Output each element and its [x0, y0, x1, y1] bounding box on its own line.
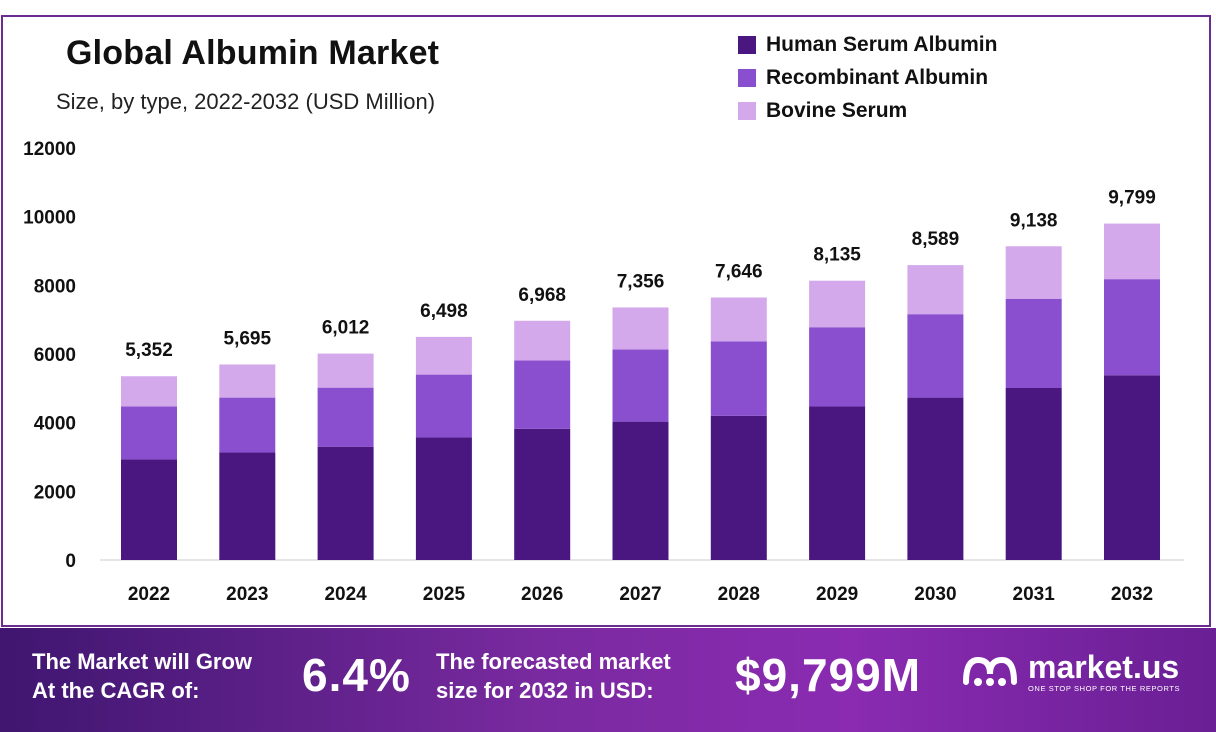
legend-label-human-serum: Human Serum Albumin [766, 32, 998, 56]
y-tick-label: 10000 [23, 208, 76, 229]
y-tick-label: 4000 [34, 414, 76, 435]
x-tick-label: 2027 [619, 584, 661, 605]
legend-swatch-human-serum [738, 35, 756, 54]
x-tick-label: 2022 [128, 584, 170, 605]
bar-segment-bovine-serum [710, 297, 767, 342]
bar-total-label: 7,646 [715, 261, 763, 282]
chart-subtitle: Size, by type, 2022-2032 (USD Million) [56, 89, 436, 114]
bar-segment-human-serum [219, 452, 276, 560]
x-tick-label: 2026 [521, 584, 563, 605]
chart-title: Global Albumin Market [66, 34, 440, 72]
footer-banner: The Market will Grow At the CAGR of: 6.4… [0, 628, 1216, 732]
bar-segment-bovine-serum [612, 307, 669, 350]
x-tick-label: 2023 [226, 584, 268, 605]
y-tick-label: 2000 [34, 482, 76, 503]
bar-total-label: 6,968 [518, 285, 566, 306]
bar-segment-human-serum [1104, 375, 1160, 560]
bar-total-label: 6,498 [420, 301, 468, 322]
x-tick-label: 2032 [1111, 584, 1153, 605]
cagr-label: The Market will Grow At the CAGR of: [32, 647, 252, 705]
y-tick-label: 12000 [23, 139, 76, 160]
bar-segment-bovine-serum [1005, 246, 1062, 299]
bar-segment-human-serum [514, 428, 571, 560]
bar-segment-recombinant [317, 387, 374, 447]
bar-segment-human-serum [121, 459, 177, 560]
x-tick-label: 2031 [1013, 584, 1056, 605]
bar-segment-recombinant [907, 314, 964, 398]
bar-segment-human-serum [317, 446, 374, 560]
bar-segment-bovine-serum [907, 265, 964, 315]
chart-legend: Human Serum Albumin Recombinant Albumin … [738, 28, 997, 127]
legend-item-recombinant: Recombinant Albumin [738, 61, 997, 94]
cagr-label-line2: At the CAGR of: [32, 678, 200, 703]
y-tick-label: 6000 [34, 345, 76, 366]
legend-swatch-recombinant [738, 68, 756, 87]
forecast-label-line2: size for 2032 in USD: [436, 678, 654, 703]
brand-logo: market.us ONE STOP SHOP FOR THE REPORTS [962, 650, 1180, 693]
bar-segment-recombinant [121, 406, 177, 460]
stacked-bar-chart: 0 2000 4000 6000 8000 10000 12000 5,352 2022 5,69… [23, 139, 1184, 605]
brand-tagline: ONE STOP SHOP FOR THE REPORTS [1028, 684, 1181, 693]
bar-total-label: 8,589 [912, 229, 960, 250]
bar-segment-bovine-serum [514, 320, 571, 361]
bar-total-label: 7,356 [617, 271, 665, 292]
brand-name: market.us [1028, 649, 1180, 685]
bar-total-label: 6,012 [322, 318, 370, 339]
legend-item-bovine-serum: Bovine Serum [738, 94, 997, 127]
bar-segment-human-serum [612, 421, 669, 560]
x-tick-label: 2025 [423, 584, 466, 605]
x-tick-label: 2024 [324, 584, 367, 605]
legend-label-bovine-serum: Bovine Serum [766, 98, 908, 122]
bar-segment-bovine-serum [317, 353, 374, 388]
forecast-label-line1: The forecasted market [436, 649, 671, 674]
bar-segment-human-serum [710, 415, 767, 560]
bar-segment-bovine-serum [121, 376, 177, 407]
bar-total-label: 5,352 [125, 340, 173, 361]
bar-total-label: 8,135 [813, 245, 861, 266]
bar-segment-human-serum [1005, 387, 1062, 560]
bar-segment-human-serum [907, 397, 964, 560]
bar-segment-human-serum [415, 437, 472, 560]
bar-segment-recombinant [809, 327, 866, 407]
forecast-value: $9,799M [735, 649, 922, 701]
bar-segment-bovine-serum [415, 336, 472, 375]
cagr-value: 6.4% [302, 649, 411, 701]
bar-total-label: 9,138 [1010, 210, 1058, 231]
y-tick-label: 0 [65, 551, 76, 572]
bar-segment-recombinant [514, 360, 571, 429]
bar-total-label: 9,799 [1108, 188, 1156, 209]
x-tick-label: 2028 [718, 584, 760, 605]
legend-swatch-bovine-serum [738, 101, 756, 120]
bar-segment-recombinant [1104, 279, 1160, 376]
bar-segment-bovine-serum [219, 364, 276, 398]
bar-segment-recombinant [415, 374, 472, 438]
forecast-label: The forecasted market size for 2032 in U… [436, 647, 671, 705]
x-tick-label: 2030 [914, 584, 956, 605]
bar-segment-recombinant [219, 397, 276, 453]
cagr-label-line1: The Market will Grow [32, 649, 253, 674]
bar-segment-bovine-serum [1104, 223, 1160, 280]
bar-segment-recombinant [1005, 298, 1062, 388]
x-tick-label: 2029 [816, 584, 858, 605]
bar-segment-recombinant [710, 341, 767, 416]
y-tick-label: 8000 [34, 276, 76, 297]
bar-segment-human-serum [809, 406, 866, 560]
market-us-logo-icon [963, 656, 1017, 686]
bar-total-label: 5,695 [224, 328, 272, 349]
bar-segment-bovine-serum [809, 280, 866, 328]
bar-segment-recombinant [612, 349, 669, 422]
legend-label-recombinant: Recombinant Albumin [766, 65, 989, 89]
legend-item-human-serum: Human Serum Albumin [738, 28, 997, 61]
